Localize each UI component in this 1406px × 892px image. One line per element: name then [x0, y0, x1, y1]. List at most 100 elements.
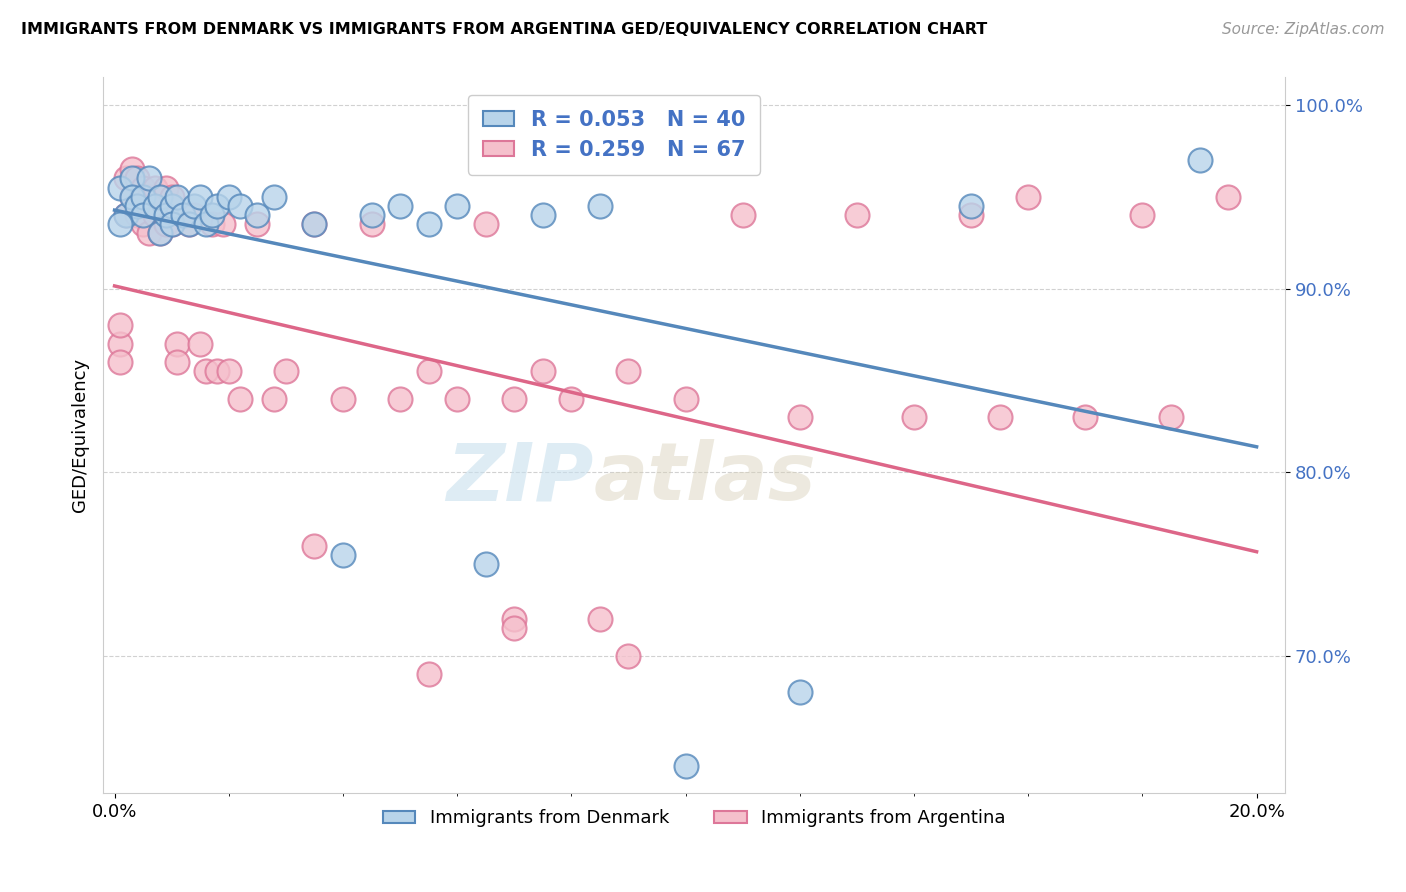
Point: [160, 190, 183, 204]
Point: [138, 227, 160, 241]
Point: [503, 621, 526, 635]
Point: [675, 759, 697, 773]
Point: [304, 217, 326, 231]
Point: [229, 392, 252, 406]
Point: [263, 392, 285, 406]
Point: [166, 336, 188, 351]
Point: [1216, 190, 1239, 204]
Point: [177, 217, 200, 231]
Point: [110, 336, 132, 351]
Point: [207, 364, 229, 378]
Point: [218, 364, 240, 378]
Point: [304, 217, 326, 231]
Point: [172, 208, 194, 222]
Point: [360, 217, 382, 231]
Text: IMMIGRANTS FROM DENMARK VS IMMIGRANTS FROM ARGENTINA GED/EQUIVALENCY CORRELATION: IMMIGRANTS FROM DENMARK VS IMMIGRANTS FR…: [21, 22, 987, 37]
Point: [1188, 153, 1211, 167]
Point: [138, 171, 160, 186]
Point: [274, 364, 297, 378]
Point: [617, 364, 640, 378]
Point: [304, 539, 326, 553]
Point: [789, 410, 811, 425]
Point: [418, 217, 440, 231]
Point: [389, 392, 412, 406]
Point: [115, 208, 138, 222]
Point: [110, 180, 132, 194]
Point: [207, 199, 229, 213]
Point: [229, 199, 252, 213]
Point: [246, 217, 269, 231]
Point: [960, 208, 983, 222]
Point: [503, 612, 526, 626]
Point: [172, 208, 194, 222]
Point: [110, 355, 132, 369]
Point: [177, 217, 200, 231]
Point: [418, 364, 440, 378]
Point: [149, 190, 172, 204]
Point: [731, 208, 754, 222]
Point: [121, 190, 143, 204]
Point: [143, 199, 166, 213]
Point: [531, 364, 554, 378]
Point: [121, 162, 143, 177]
Y-axis label: GED/Equivalency: GED/Equivalency: [72, 359, 89, 513]
Point: [115, 171, 138, 186]
Point: [127, 171, 149, 186]
Point: [188, 336, 211, 351]
Point: [188, 190, 211, 204]
Point: [155, 208, 177, 222]
Point: [201, 208, 224, 222]
Point: [149, 227, 172, 241]
Point: [903, 410, 925, 425]
Point: [212, 217, 235, 231]
Point: [389, 199, 412, 213]
Point: [589, 612, 612, 626]
Point: [121, 171, 143, 186]
Point: [155, 180, 177, 194]
Point: [845, 208, 868, 222]
Point: [166, 190, 188, 204]
Point: [201, 217, 224, 231]
Point: [560, 392, 582, 406]
Text: ZIP: ZIP: [446, 440, 593, 517]
Point: [160, 217, 183, 231]
Point: [110, 217, 132, 231]
Point: [110, 318, 132, 333]
Point: [166, 355, 188, 369]
Point: [1074, 410, 1097, 425]
Point: [183, 199, 205, 213]
Point: [263, 190, 285, 204]
Point: [160, 217, 183, 231]
Point: [474, 557, 496, 571]
Point: [127, 208, 149, 222]
Point: [149, 190, 172, 204]
Point: [143, 208, 166, 222]
Point: [332, 548, 354, 562]
Point: [1017, 190, 1039, 204]
Point: [418, 667, 440, 681]
Text: atlas: atlas: [593, 440, 817, 517]
Point: [132, 217, 155, 231]
Point: [531, 208, 554, 222]
Point: [194, 217, 217, 231]
Point: [1160, 410, 1182, 425]
Point: [132, 190, 155, 204]
Point: [446, 199, 468, 213]
Point: [155, 217, 177, 231]
Point: [218, 190, 240, 204]
Point: [183, 208, 205, 222]
Point: [360, 208, 382, 222]
Point: [474, 217, 496, 231]
Point: [332, 392, 354, 406]
Point: [988, 410, 1011, 425]
Point: [1132, 208, 1154, 222]
Point: [132, 208, 155, 222]
Point: [132, 180, 155, 194]
Point: [160, 199, 183, 213]
Point: [246, 208, 269, 222]
Point: [446, 392, 468, 406]
Point: [149, 227, 172, 241]
Point: [503, 392, 526, 406]
Text: Source: ZipAtlas.com: Source: ZipAtlas.com: [1222, 22, 1385, 37]
Point: [138, 190, 160, 204]
